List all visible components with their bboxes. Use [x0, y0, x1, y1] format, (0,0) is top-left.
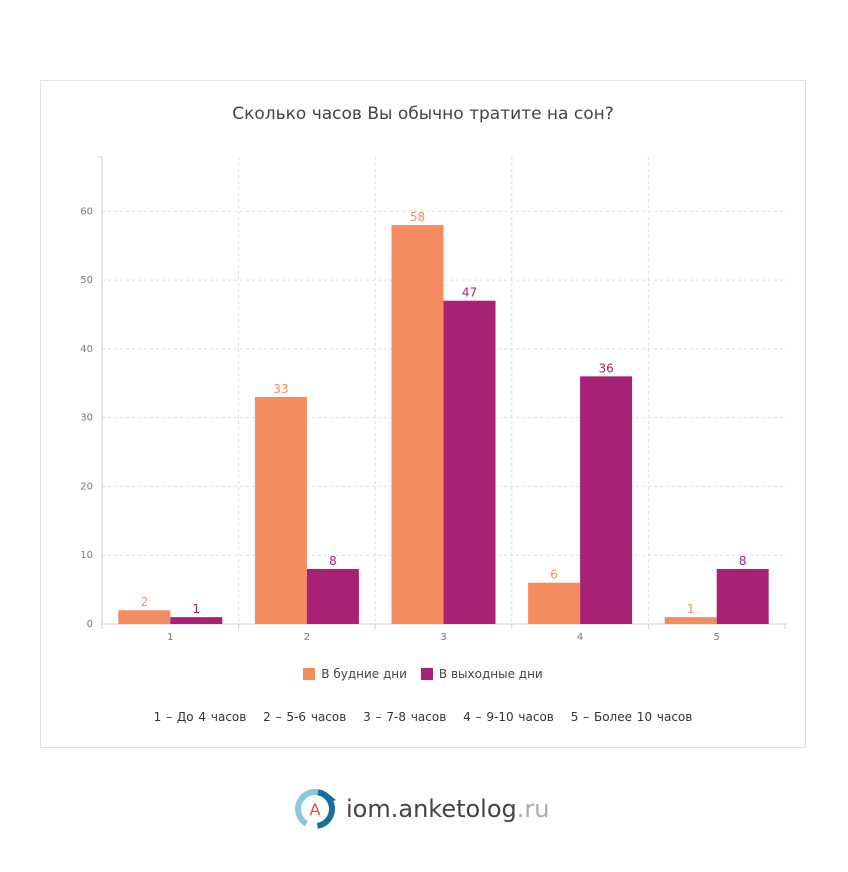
bar-weekends: [443, 300, 496, 624]
data-label: 47: [462, 286, 477, 300]
x-tick-label: 4: [577, 632, 583, 643]
brand-footer[interactable]: A iom.anketolog.ru: [292, 786, 549, 832]
y-tick-label: 0: [87, 619, 93, 630]
category-note: 5 – Более 10 часов: [570, 710, 693, 724]
bar-weekends: [580, 376, 633, 624]
category-notes: 1 – До 4 часов 2 – 5-6 часов 3 – 7-8 час…: [41, 710, 805, 724]
x-tick-label: 3: [440, 632, 446, 643]
y-tick-label: 20: [80, 481, 93, 492]
bar-weekdays: [391, 225, 444, 624]
bar-weekdays: [528, 582, 581, 624]
bar-weekends: [170, 617, 223, 624]
y-tick-label: 60: [80, 206, 93, 217]
data-label: 1: [687, 602, 695, 616]
data-label: 8: [329, 554, 337, 568]
data-label: 58: [410, 210, 425, 224]
legend-swatch-weekends: [420, 668, 433, 680]
x-tick-label: 1: [167, 632, 173, 643]
anketolog-logo-icon: A: [295, 789, 336, 829]
chart-legend: В будние дни В выходные дни: [41, 667, 805, 681]
brand-name: iom.anketolog.ru: [346, 795, 549, 823]
legend-item-weekdays[interactable]: В будние дни: [303, 667, 407, 681]
legend-swatch-weekdays: [303, 668, 316, 680]
chart-title: Сколько часов Вы обычно тратите на сон?: [232, 104, 614, 124]
data-label: 1: [192, 602, 200, 616]
data-label: 36: [598, 361, 613, 375]
category-note: 3 – 7-8 часов: [363, 710, 447, 724]
bar-chart: 0 10 20 30 40 50 60 1 2 3 4 5 2 1 33 8 58 47 6 36 1 8: [80, 156, 787, 643]
bar-weekends: [716, 568, 769, 624]
data-label: 33: [273, 382, 288, 396]
bar-weekends: [306, 568, 359, 624]
brand-tld: .ru: [516, 795, 550, 823]
logo-letter: A: [310, 800, 321, 819]
x-tick-label: 5: [714, 632, 720, 643]
data-label: 2: [140, 595, 148, 609]
data-label: 6: [550, 568, 558, 582]
category-note: 1 – До 4 часов: [153, 710, 247, 724]
legend-label-weekdays: В будние дни: [321, 667, 407, 681]
x-tick-label: 2: [304, 632, 310, 643]
legend-label-weekends: В выходные дни: [438, 667, 543, 681]
chart-card: Сколько часов Вы обычно тратите на сон? …: [40, 80, 806, 748]
y-tick-label: 30: [80, 413, 93, 424]
bar-weekdays: [664, 617, 717, 624]
y-tick-label: 10: [80, 550, 93, 561]
bar-weekdays: [118, 610, 171, 624]
legend-item-weekends[interactable]: В выходные дни: [420, 667, 543, 681]
data-label: 8: [739, 554, 747, 568]
bar-weekdays: [254, 397, 307, 624]
y-tick-label: 40: [80, 344, 93, 355]
y-tick-label: 50: [80, 275, 93, 286]
category-note: 4 – 9-10 часов: [463, 710, 554, 724]
brand-domain: iom.anketolog: [346, 795, 517, 823]
category-note: 2 – 5-6 часов: [263, 710, 347, 724]
